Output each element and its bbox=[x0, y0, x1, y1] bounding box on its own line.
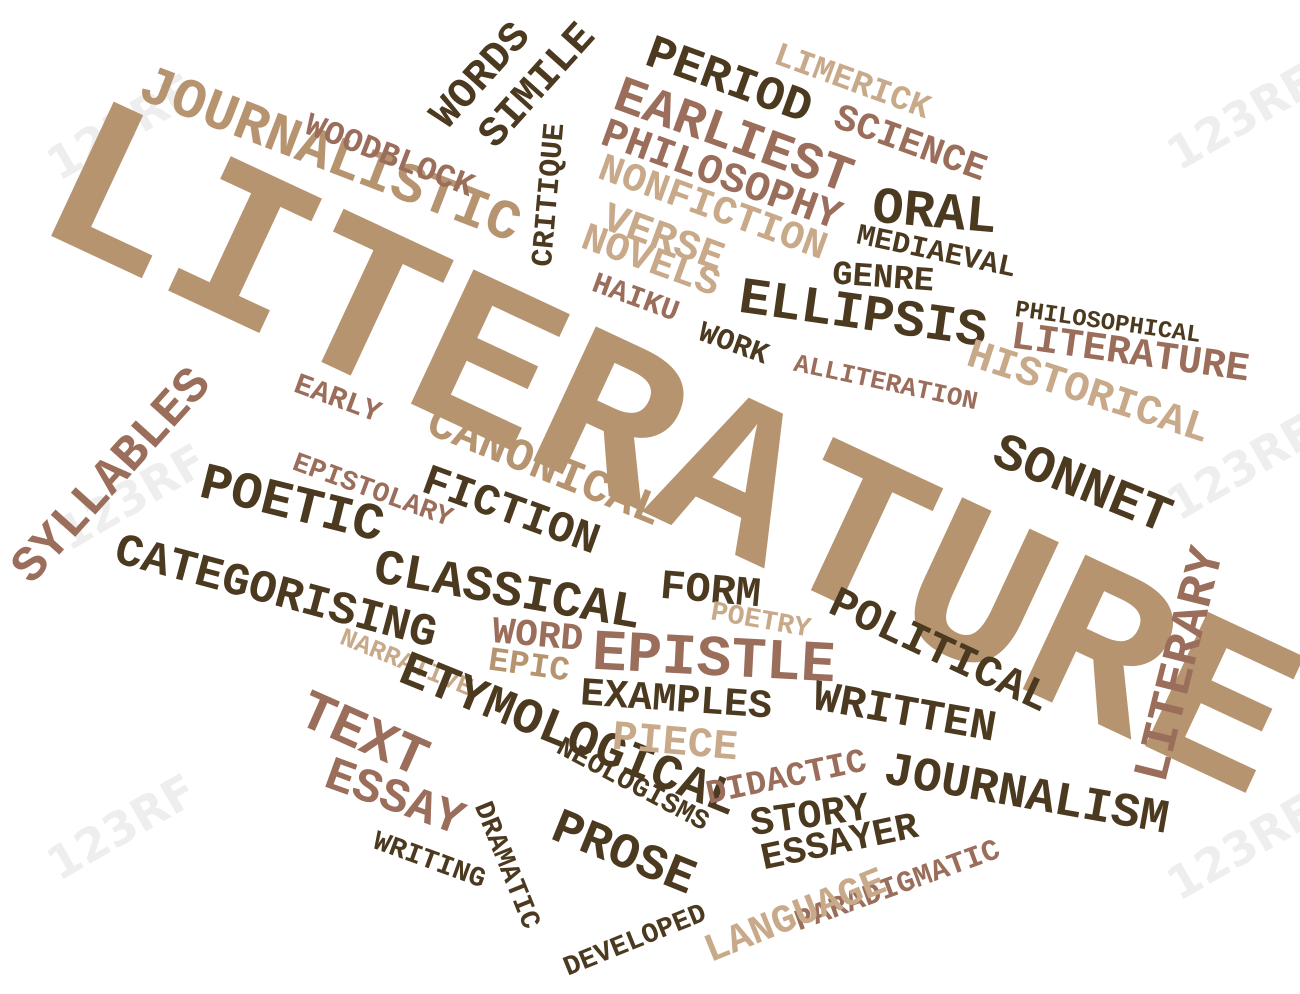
word-ellipsis: ELLIPSIS bbox=[735, 268, 991, 363]
word-developed: DEVELOPED bbox=[559, 898, 712, 985]
word-critique: CRITIQUE bbox=[526, 121, 574, 269]
word-piece: PIECE bbox=[610, 713, 740, 773]
watermark: 123RF bbox=[37, 762, 206, 892]
word-language: LANGUAGE bbox=[698, 860, 894, 975]
watermark: 123RF bbox=[1157, 52, 1300, 182]
